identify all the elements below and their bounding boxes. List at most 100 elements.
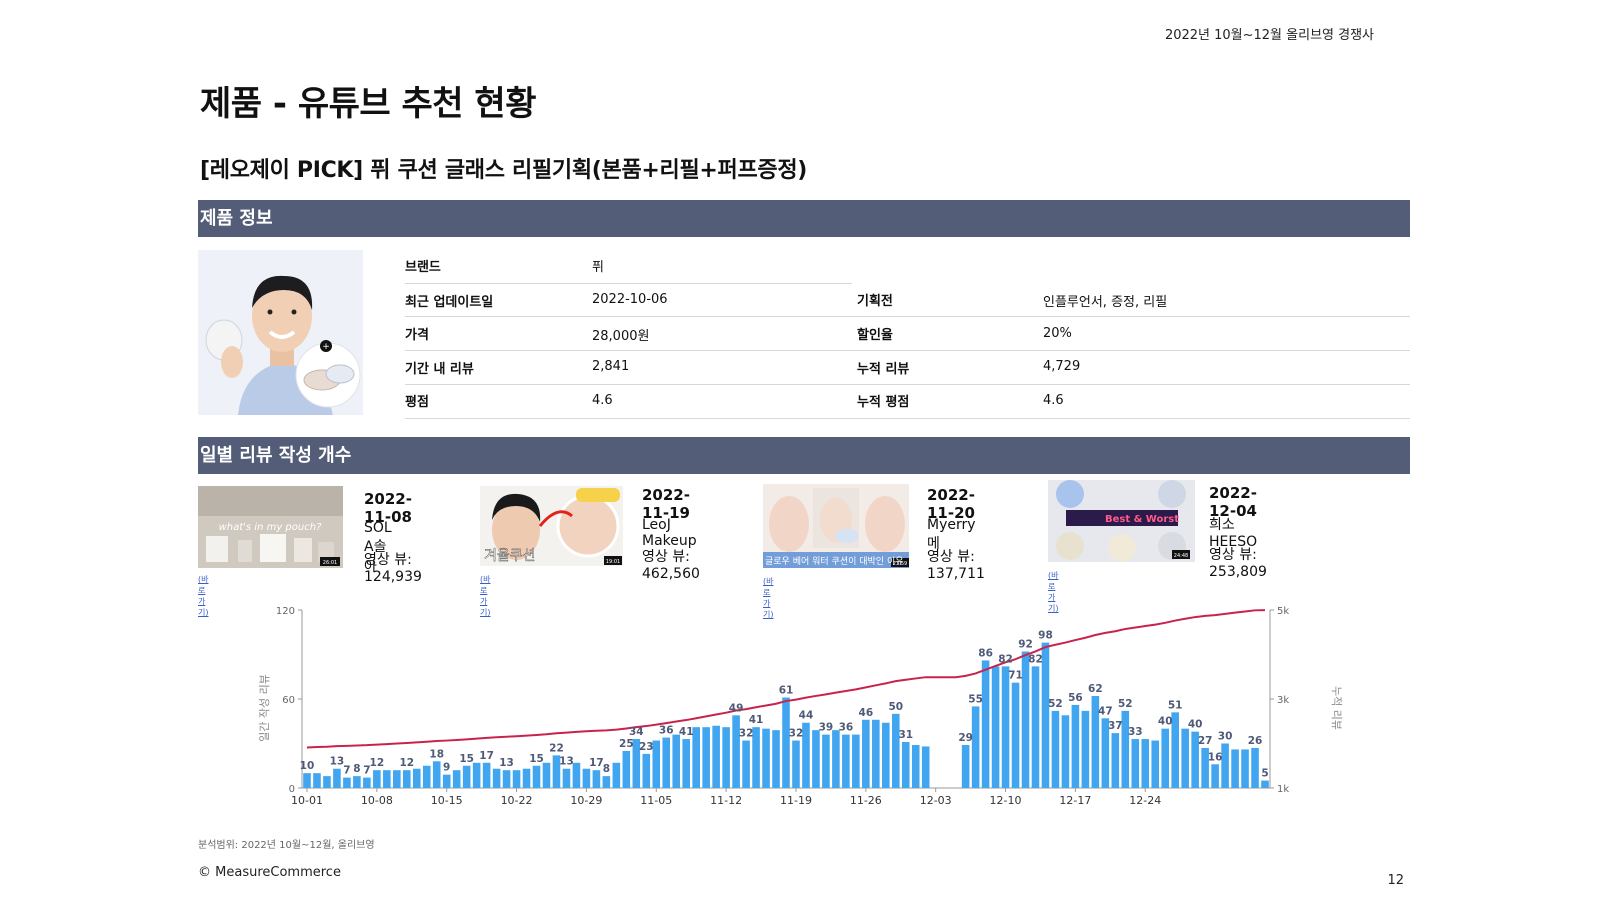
bar bbox=[901, 742, 910, 788]
bar bbox=[1091, 696, 1100, 788]
video-duration-2: 19:01 bbox=[606, 559, 620, 565]
bar bbox=[762, 728, 770, 788]
bar bbox=[812, 730, 820, 788]
bar-data-label: 50 bbox=[888, 701, 903, 713]
bar bbox=[782, 697, 790, 788]
bar bbox=[832, 730, 840, 788]
x-tick-label: 10-22 bbox=[501, 794, 533, 807]
bar bbox=[1241, 749, 1249, 788]
bar-data-label: 18 bbox=[429, 748, 444, 760]
bar bbox=[432, 761, 441, 788]
bar-data-label: 7 bbox=[363, 765, 370, 777]
total-reviews-value: 4,729 bbox=[1043, 359, 1081, 374]
video-thumb-text-4: Best & Worst bbox=[1105, 514, 1179, 525]
video-thumb-text-1: what's in my pouch? bbox=[219, 522, 322, 533]
y-tick-label-right: 1k bbox=[1277, 784, 1289, 795]
video-thumbnail-2[interactable]: 19:01 겨울쿠션 bbox=[480, 486, 623, 566]
video-date-2: 2022-11-19 bbox=[642, 486, 690, 522]
video-link-1[interactable]: (바로가기) bbox=[198, 575, 209, 617]
bar bbox=[1121, 710, 1130, 788]
bar-data-label: 15 bbox=[529, 753, 544, 765]
video-link-4[interactable]: (바로가기) bbox=[1048, 571, 1059, 613]
page-number: 12 bbox=[1387, 873, 1404, 888]
row-divider bbox=[405, 418, 1410, 419]
y-tick-label-right: 3k bbox=[1277, 695, 1289, 706]
total-reviews-label: 누적 리뷰 bbox=[857, 362, 910, 377]
bar-data-label: 61 bbox=[779, 685, 794, 697]
bar-data-label: 17 bbox=[479, 750, 494, 762]
bar bbox=[1081, 710, 1090, 788]
bar bbox=[921, 746, 930, 788]
bar-data-label: 13 bbox=[330, 756, 345, 768]
video-duration-3: 23:59 bbox=[893, 561, 907, 567]
svg-text:+: + bbox=[322, 342, 330, 352]
video-thumb-text-3: 글로우 베어 워터 쿠션이 대박인 이유 bbox=[765, 556, 904, 567]
bar bbox=[662, 737, 671, 788]
bar bbox=[353, 776, 361, 788]
bar-data-label: 8 bbox=[603, 763, 610, 775]
bar bbox=[752, 727, 760, 788]
bar bbox=[802, 722, 810, 788]
price-value: 28,000원 bbox=[592, 329, 650, 344]
bar-data-label: 12 bbox=[399, 757, 414, 769]
bar bbox=[1001, 666, 1010, 788]
bar-data-label: 15 bbox=[459, 753, 474, 765]
video-link-3[interactable]: (바로가기) bbox=[763, 577, 774, 619]
bar bbox=[692, 727, 700, 788]
bar-data-label: 5 bbox=[1261, 768, 1268, 780]
total-rating-value: 4.6 bbox=[1043, 393, 1064, 408]
bar bbox=[971, 706, 980, 788]
x-tick-label: 10-15 bbox=[431, 794, 463, 807]
bar bbox=[1221, 743, 1229, 788]
discount-value: 20% bbox=[1043, 326, 1072, 341]
bar bbox=[1191, 731, 1199, 788]
discount-label: 할인율 bbox=[857, 328, 893, 343]
video-thumbnail-4[interactable]: 24:48 Best & Worst bbox=[1048, 480, 1195, 562]
video-link-2[interactable]: (바로가기) bbox=[480, 575, 491, 617]
product-photo-illustration: + bbox=[198, 250, 363, 415]
bar-data-label: 9 bbox=[443, 762, 450, 774]
bar bbox=[602, 776, 611, 788]
video-date-4: 2022-12-04 bbox=[1209, 484, 1257, 520]
bar-data-label: 36 bbox=[659, 725, 674, 737]
bar-data-label: 34 bbox=[629, 726, 644, 738]
bar-data-label: 98 bbox=[1038, 630, 1053, 642]
bar bbox=[891, 713, 900, 788]
bar bbox=[1261, 780, 1269, 788]
product-photo: + bbox=[198, 250, 363, 415]
x-tick-label: 10-29 bbox=[570, 794, 602, 807]
bar-data-label: 56 bbox=[1068, 692, 1083, 704]
bar-data-label: 47 bbox=[1098, 705, 1113, 717]
video-thumbnail-1[interactable]: 26:01 what's in my pouch? bbox=[198, 486, 343, 568]
bar bbox=[672, 734, 681, 788]
video-thumbnail-3[interactable]: 23:59 글로우 베어 워터 쿠션이 대박인 이유 bbox=[763, 484, 909, 568]
bar-data-label: 16 bbox=[1208, 751, 1223, 763]
bar bbox=[612, 762, 621, 788]
bar bbox=[872, 719, 880, 788]
total-rating-label: 누적 평점 bbox=[857, 395, 910, 410]
bar bbox=[1151, 740, 1160, 788]
video-views-4: 영상 뷰: 253,809 bbox=[1209, 547, 1267, 580]
bar-data-label: 51 bbox=[1168, 699, 1183, 711]
bar-data-label: 17 bbox=[589, 757, 604, 769]
bar bbox=[542, 762, 551, 788]
bar bbox=[1101, 718, 1110, 788]
bar bbox=[622, 750, 631, 788]
bar bbox=[632, 739, 641, 788]
bar bbox=[412, 768, 421, 788]
bar-data-label: 30 bbox=[1218, 731, 1233, 743]
y-tick-label-left: 60 bbox=[282, 695, 295, 706]
bar bbox=[582, 768, 591, 788]
bar bbox=[682, 739, 690, 788]
bar bbox=[702, 727, 710, 788]
section-header-daily-reviews: 일별 리뷰 작성 개수 bbox=[198, 437, 1410, 474]
bar-data-label: 62 bbox=[1088, 683, 1103, 695]
row-divider bbox=[405, 350, 1410, 351]
bar bbox=[562, 768, 571, 788]
row-divider bbox=[405, 283, 852, 284]
bar bbox=[991, 666, 1000, 788]
bar bbox=[882, 722, 890, 788]
y-tick-label-left: 0 bbox=[289, 784, 295, 795]
bar-data-label: 13 bbox=[499, 757, 514, 769]
